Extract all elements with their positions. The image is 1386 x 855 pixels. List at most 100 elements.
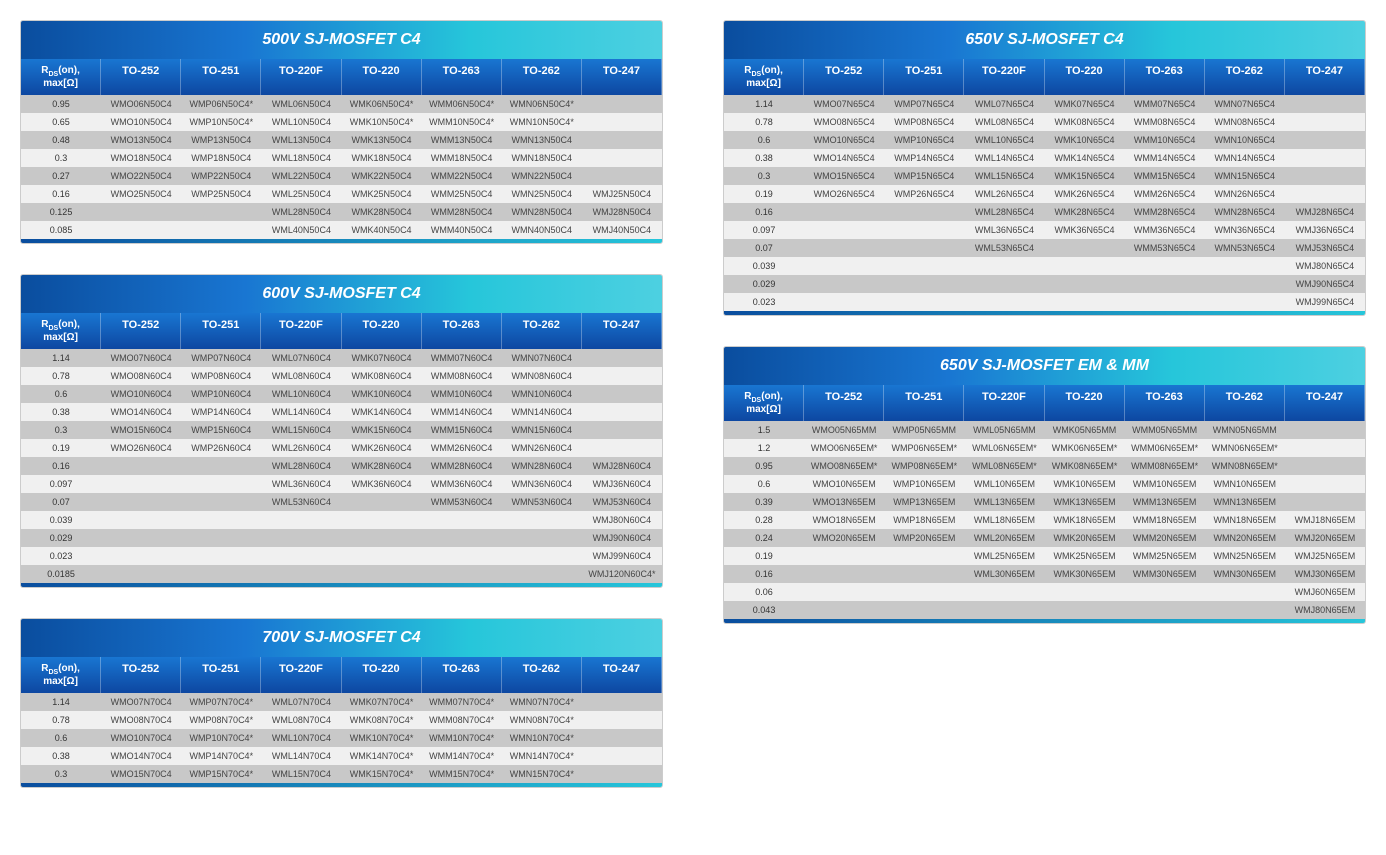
table-cell: WMK15N65C4 xyxy=(1045,167,1125,185)
table-cell: WMO06N50C4 xyxy=(101,95,181,113)
table-cell xyxy=(101,457,181,475)
table-cell xyxy=(181,457,261,475)
table-row: 0.023WMJ99N60C4 xyxy=(21,547,662,565)
table-cell: WML28N50C4 xyxy=(261,203,341,221)
table-cell: WML25N50C4 xyxy=(261,185,341,203)
table-cell xyxy=(1285,439,1365,457)
table-cell: WMP15N70C4* xyxy=(181,765,261,783)
table-row: 0.78WMO08N60C4WMP08N60C4WML08N60C4WMK08N… xyxy=(21,367,662,385)
table-cell xyxy=(1285,131,1365,149)
table-row: 0.3WMO15N60C4WMP15N60C4WML15N60C4WMK15N6… xyxy=(21,421,662,439)
column-header: TO-220 xyxy=(342,657,422,693)
table-cell: WMN10N70C4* xyxy=(502,729,582,747)
table-cell xyxy=(181,547,261,565)
column-header: TO-220 xyxy=(342,59,422,95)
left-column: 500V SJ-MOSFET C4RDS(on), max[Ω]TO-252TO… xyxy=(20,20,663,818)
table-cell: 0.28 xyxy=(724,511,804,529)
table-cell: 0.07 xyxy=(21,493,101,511)
table-row: 0.78WMO08N65C4WMP08N65C4WML08N65C4WMK08N… xyxy=(724,113,1365,131)
table-cell: WMK26N65C4 xyxy=(1045,185,1125,203)
column-header: RDS(on), max[Ω] xyxy=(21,657,101,693)
table-cell: WML07N65C4 xyxy=(964,95,1044,113)
table-cell: WML14N60C4 xyxy=(261,403,341,421)
table-cell: WMJ53N65C4 xyxy=(1285,239,1365,257)
table-cell xyxy=(101,511,181,529)
table-cell: WMO08N65EM* xyxy=(804,457,884,475)
table-cell: WMK07N70C4* xyxy=(342,693,422,711)
table-cell: WMK25N65EM xyxy=(1045,547,1125,565)
table-cell xyxy=(502,547,582,565)
table-cell: WMK18N65EM xyxy=(1045,511,1125,529)
table-footer-bar xyxy=(21,239,662,243)
table-cell: WMN30N65EM xyxy=(1205,565,1285,583)
table-cell: WMP08N65EM* xyxy=(884,457,964,475)
column-header: TO-220F xyxy=(964,385,1044,421)
table-cell xyxy=(181,203,261,221)
table-header-row: RDS(on), max[Ω]TO-252TO-251TO-220FTO-220… xyxy=(21,657,662,693)
table-cell xyxy=(964,293,1044,311)
table-cell: WML15N65C4 xyxy=(964,167,1044,185)
table-cell: WMP18N50C4 xyxy=(181,149,261,167)
column-header: TO-251 xyxy=(884,59,964,95)
table-cell xyxy=(1205,293,1285,311)
table-cell: WMJ80N65C4 xyxy=(1285,257,1365,275)
column-header: RDS(on), max[Ω] xyxy=(724,59,804,95)
table-cell xyxy=(181,475,261,493)
table-cell: WML10N65EM xyxy=(964,475,1044,493)
column-header: TO-252 xyxy=(101,313,181,349)
table-cell: WMK26N60C4 xyxy=(342,439,422,457)
table-cell: 0.95 xyxy=(21,95,101,113)
table-cell: WML07N60C4 xyxy=(261,349,341,367)
column-header: TO-247 xyxy=(1285,59,1365,95)
table-cell: WMJ90N65C4 xyxy=(1285,275,1365,293)
table-cell: WMO26N65C4 xyxy=(804,185,884,203)
table-cell: 1.2 xyxy=(724,439,804,457)
table-cell: WML10N70C4 xyxy=(261,729,341,747)
table-cell: WMO25N50C4 xyxy=(101,185,181,203)
table-cell xyxy=(804,293,884,311)
table-cell: WMN14N70C4* xyxy=(502,747,582,765)
table-cell: WMN07N65C4 xyxy=(1205,95,1285,113)
table-cell: WMN28N50C4 xyxy=(502,203,582,221)
column-header: TO-251 xyxy=(181,313,261,349)
table-cell xyxy=(181,565,261,583)
table-cell: WMN06N50C4* xyxy=(502,95,582,113)
table-row: 0.06WMJ60N65EM xyxy=(724,583,1365,601)
table-title: 650V SJ-MOSFET EM & MM xyxy=(724,347,1365,385)
page: 500V SJ-MOSFET C4RDS(on), max[Ω]TO-252TO… xyxy=(20,20,1366,818)
table-cell xyxy=(884,583,964,601)
table-cell xyxy=(804,275,884,293)
table-cell: 0.029 xyxy=(21,529,101,547)
table-cell xyxy=(1045,257,1125,275)
table-cell: WMP10N60C4 xyxy=(181,385,261,403)
table-cell: WMM26N65C4 xyxy=(1125,185,1205,203)
table-cell: WMN53N60C4 xyxy=(502,493,582,511)
table-row: 0.039WMJ80N65C4 xyxy=(724,257,1365,275)
table-row: 0.95WMO06N50C4WMP06N50C4*WML06N50C4WMK06… xyxy=(21,95,662,113)
table-cell: WMM15N65C4 xyxy=(1125,167,1205,185)
table-cell: WMO07N60C4 xyxy=(101,349,181,367)
table-cell xyxy=(422,511,502,529)
table-cell: WMK10N60C4 xyxy=(342,385,422,403)
table-row: 1.14WMO07N60C4WMP07N60C4WML07N60C4WMK07N… xyxy=(21,349,662,367)
column-header: TO-263 xyxy=(422,657,502,693)
table-row: 0.39WMO13N65EMWMP13N65EMWML13N65EMWMK13N… xyxy=(724,493,1365,511)
table-cell: 0.16 xyxy=(21,185,101,203)
table-cell xyxy=(964,275,1044,293)
table-cell: 0.3 xyxy=(21,149,101,167)
table-cell: WML28N65C4 xyxy=(964,203,1044,221)
table-cell: 0.19 xyxy=(21,439,101,457)
table-row: 0.3WMO15N65C4WMP15N65C4WML15N65C4WMK15N6… xyxy=(724,167,1365,185)
table-cell: WMO18N50C4 xyxy=(101,149,181,167)
table-cell: WMP08N70C4* xyxy=(181,711,261,729)
table-cell: 0.19 xyxy=(724,185,804,203)
table-cell xyxy=(804,583,884,601)
table-cell xyxy=(101,547,181,565)
table-header-row: RDS(on), max[Ω]TO-252TO-251TO-220FTO-220… xyxy=(21,313,662,349)
table-cell: WMO08N60C4 xyxy=(101,367,181,385)
table-cell: 0.07 xyxy=(724,239,804,257)
table-cell xyxy=(101,203,181,221)
table-cell: WMK36N65C4 xyxy=(1045,221,1125,239)
table-cell xyxy=(804,601,884,619)
table-cell: WMP25N50C4 xyxy=(181,185,261,203)
